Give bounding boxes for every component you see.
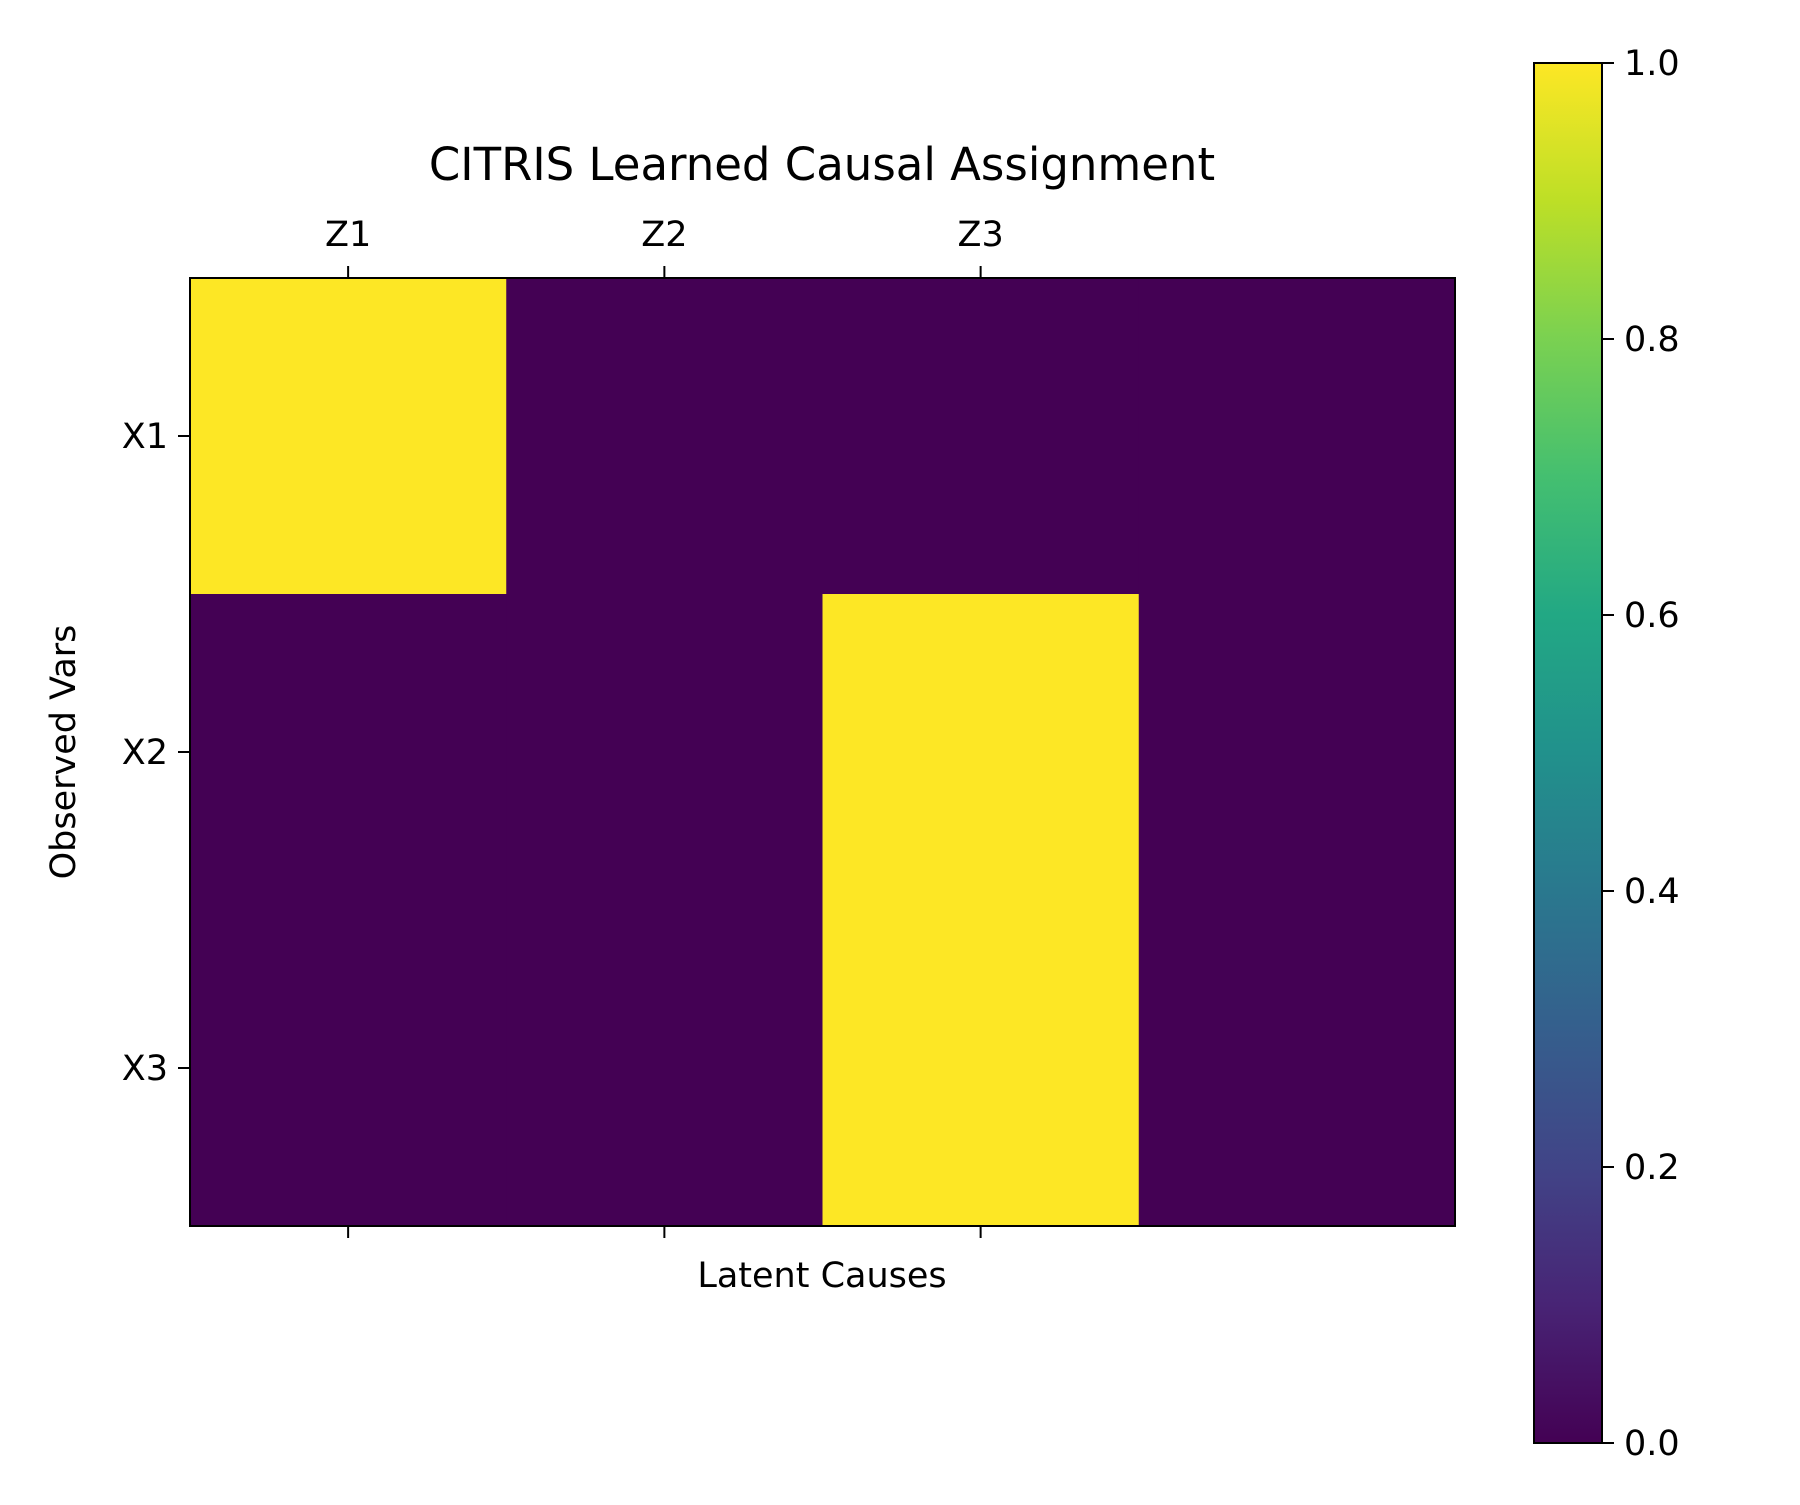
heatmap-cell xyxy=(822,910,1140,1227)
x-tick-label: Z3 xyxy=(958,215,1004,255)
colorbar xyxy=(1533,62,1603,1444)
x-axis-ticks: Z1 Z2 Z3 xyxy=(325,215,1004,1238)
colorbar-ticks: 0.0 0.2 0.4 0.6 0.8 1.0 xyxy=(1602,44,1680,1464)
heatmap-cell xyxy=(1138,910,1456,1227)
x-tick-label: Z1 xyxy=(325,215,371,255)
heatmap-cell xyxy=(822,278,1140,595)
heatmap-cell xyxy=(506,910,823,1227)
chart-title: CITRIS Learned Causal Assignment xyxy=(429,138,1215,191)
heatmap-cell xyxy=(506,278,823,595)
colorbar-tick-label: 0.4 xyxy=(1624,872,1680,912)
colorbar-tick-label: 1.0 xyxy=(1624,44,1680,84)
heatmap-cells xyxy=(190,278,1456,1227)
y-tick-label: X3 xyxy=(122,1049,168,1089)
y-tick-label: X2 xyxy=(122,733,168,773)
heatmap-cell xyxy=(190,278,507,595)
heatmap-cell xyxy=(1138,278,1456,595)
colorbar-tick-label: 0.0 xyxy=(1624,1424,1680,1464)
y-tick-label: X1 xyxy=(122,417,168,457)
x-tick-label: Z2 xyxy=(641,215,687,255)
y-axis-ticks: X1 X2 X3 xyxy=(122,417,190,1089)
heatmap-cell xyxy=(190,594,507,911)
heatmap-cell xyxy=(1138,594,1456,911)
colorbar-tick-label: 0.8 xyxy=(1624,320,1680,360)
heatmap-cell xyxy=(190,910,507,1227)
x-axis-label: Latent Causes xyxy=(697,1256,946,1296)
colorbar-tick-label: 0.6 xyxy=(1624,596,1680,636)
heatmap-cell xyxy=(506,594,823,911)
y-axis-label: Observed Vars xyxy=(44,625,84,880)
heatmap-cell xyxy=(822,594,1140,911)
colorbar-tick-label: 0.2 xyxy=(1624,1148,1680,1188)
